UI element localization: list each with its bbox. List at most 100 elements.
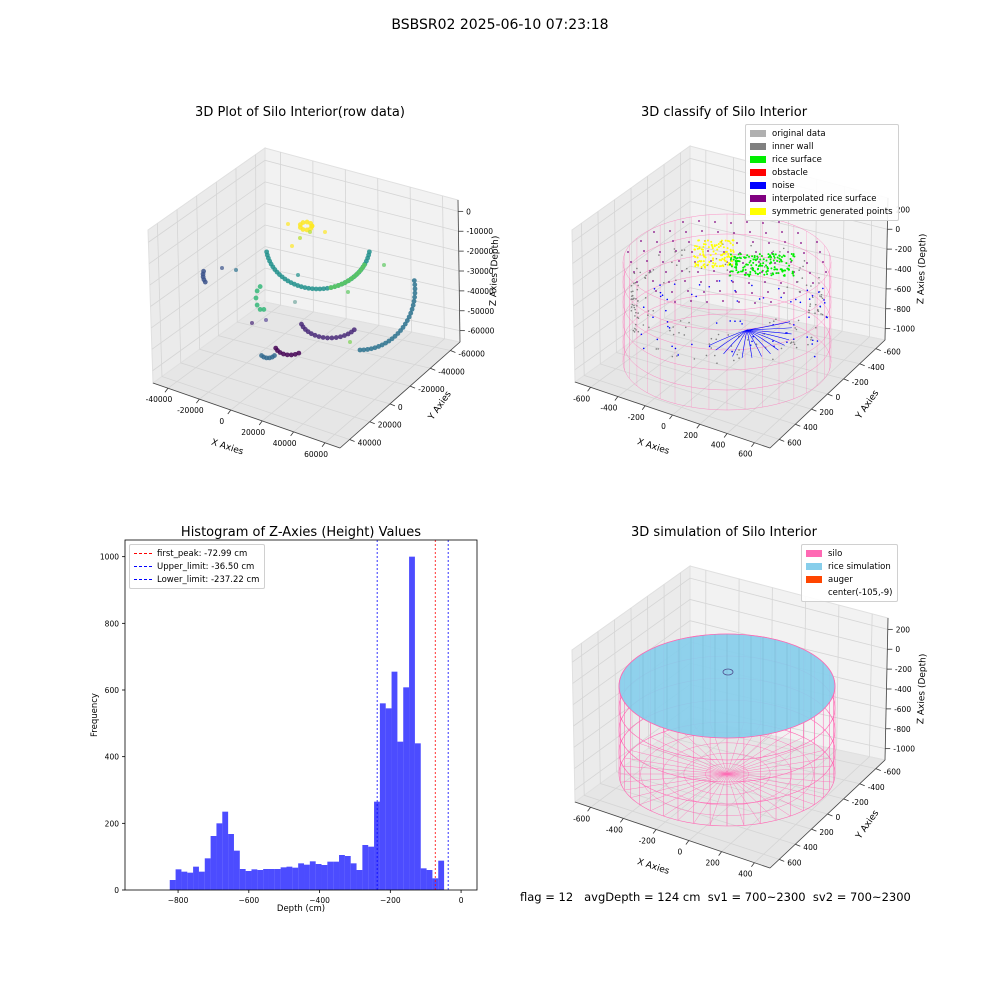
interp-point (735, 291, 737, 293)
symmetric-point (731, 260, 734, 263)
tick-y (843, 798, 849, 802)
inner-wall-point (644, 297, 647, 299)
inner-wall-point (713, 354, 716, 357)
inner-wall-point (727, 334, 730, 336)
data-point (312, 332, 318, 338)
axes-title: Histogram of Z-Axies (Height) Values (181, 525, 421, 540)
noise-stroke (746, 329, 762, 357)
rice-surface-point (780, 259, 783, 262)
inner-wall-point (636, 288, 639, 291)
interp-point (751, 292, 753, 294)
legend-swatch (806, 550, 822, 557)
tick-x (723, 433, 728, 438)
inner-wall-point (658, 254, 660, 256)
interp-point (656, 241, 658, 243)
tick-y (875, 348, 881, 352)
histogram-bar (309, 861, 316, 890)
noise-stroke (746, 329, 785, 346)
interp-point (787, 251, 789, 253)
gridline-y (597, 631, 796, 845)
x-tick-label: −200 (380, 896, 401, 905)
plot-frame (124, 539, 478, 891)
data-point (368, 346, 374, 352)
noise-stroke (746, 329, 771, 355)
data-point (288, 352, 294, 358)
rice-surface-point (765, 259, 768, 262)
inner-wall-point (789, 322, 791, 325)
rice-surface-point (789, 258, 792, 261)
rice-surface-point (766, 269, 769, 272)
inner-wall-point (635, 311, 637, 314)
inner-wall-point (768, 321, 771, 324)
interp-point (672, 240, 674, 242)
legend-swatch (806, 589, 822, 596)
data-point (365, 347, 370, 352)
legend-entry: silo (806, 547, 892, 560)
gridline-z (574, 287, 886, 371)
histogram-bar (239, 869, 246, 890)
y-tick-label: 600 (787, 858, 802, 867)
tick-x (587, 387, 591, 392)
rice-surface-point (770, 267, 773, 270)
rice-surface-point (778, 257, 781, 260)
silo-floor-spoke (630, 750, 728, 775)
inner-wall-point (716, 362, 718, 365)
data-point (338, 334, 343, 340)
symmetric-point (695, 245, 698, 248)
z-tick-label: -1000 (893, 745, 915, 754)
data-point (284, 352, 290, 358)
gridline-y (663, 584, 860, 785)
inner-wall-point (715, 257, 718, 260)
gridline-z (150, 224, 460, 307)
inner-wall-point (738, 357, 740, 359)
inner-wall-point (805, 284, 808, 286)
inner-wall-point (633, 331, 636, 333)
symmetric-point (697, 264, 700, 267)
rice-surface-point (749, 270, 752, 273)
gridline-y (597, 211, 796, 425)
y-tick-label: -20000 (418, 385, 445, 394)
simulation-legend: silo rice simulation auger center(-105,-9) (801, 544, 899, 602)
y-axis-line (769, 339, 886, 449)
symmetric-point (727, 253, 730, 256)
interp-point (809, 272, 811, 274)
inner-wall-point (631, 294, 634, 297)
data-point (325, 335, 330, 341)
y-tick-label: 800 (105, 619, 120, 628)
legend-label: rice surface (772, 154, 822, 165)
symmetric-point (723, 256, 726, 259)
rice-surface-point (775, 272, 778, 275)
data-point (253, 295, 259, 301)
inner-wall-point (738, 349, 740, 351)
noise-point (806, 336, 809, 338)
rice-surface-point (770, 261, 773, 264)
rice-surface-point (772, 255, 775, 258)
axes3d-classify: -600-400-2000200400600-600-400-200020040… (571, 105, 929, 459)
y-tick-label: 600 (105, 686, 120, 695)
noise-point (698, 284, 701, 286)
inner-wall-point (772, 320, 775, 322)
histogram-bar (409, 556, 415, 890)
inner-wall-point (634, 281, 637, 284)
symmetric-point (704, 240, 707, 243)
inner-wall-point (708, 343, 711, 345)
noise-point (773, 345, 775, 348)
noise-point (808, 316, 810, 319)
rice-surface-point (791, 270, 794, 273)
data-point (408, 310, 414, 316)
noise-stroke (746, 329, 779, 351)
tick-y (779, 438, 785, 442)
data-point (372, 345, 378, 351)
inner-wall-point (636, 300, 639, 302)
data-point (406, 314, 412, 320)
silo-floor-spoke (677, 727, 728, 775)
symmetric-point (726, 255, 729, 258)
tick-x (685, 840, 690, 845)
legend-swatch (750, 195, 766, 202)
symmetric-point (696, 260, 699, 263)
rice-surface-point (730, 257, 733, 260)
interp-point (669, 230, 671, 232)
status-text: flag = 12 avgDepth = 124 cm sv1 = 700~23… (520, 890, 911, 904)
interp-point (762, 222, 764, 224)
noise-point (806, 289, 809, 292)
